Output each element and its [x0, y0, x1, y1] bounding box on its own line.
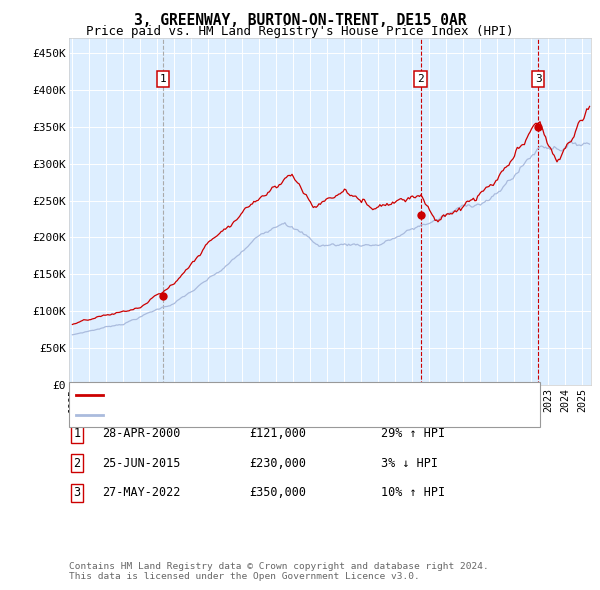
Text: 28-APR-2000: 28-APR-2000	[102, 427, 181, 440]
Text: Contains HM Land Registry data © Crown copyright and database right 2024.
This d: Contains HM Land Registry data © Crown c…	[69, 562, 489, 581]
Text: HPI: Average price, detached house, East Staffordshire: HPI: Average price, detached house, East…	[108, 410, 445, 419]
Text: 3: 3	[535, 74, 542, 84]
Text: 3, GREENWAY, BURTON-ON-TRENT, DE15 0AR: 3, GREENWAY, BURTON-ON-TRENT, DE15 0AR	[134, 13, 466, 28]
Text: 1: 1	[160, 74, 166, 84]
Text: 1: 1	[73, 427, 80, 440]
Text: 10% ↑ HPI: 10% ↑ HPI	[381, 486, 445, 499]
Text: £121,000: £121,000	[249, 427, 306, 440]
Text: £230,000: £230,000	[249, 457, 306, 470]
Text: 3% ↓ HPI: 3% ↓ HPI	[381, 457, 438, 470]
Text: 29% ↑ HPI: 29% ↑ HPI	[381, 427, 445, 440]
Text: 27-MAY-2022: 27-MAY-2022	[102, 486, 181, 499]
Text: 25-JUN-2015: 25-JUN-2015	[102, 457, 181, 470]
Text: £350,000: £350,000	[249, 486, 306, 499]
Text: 3: 3	[73, 486, 80, 499]
Text: 2: 2	[73, 457, 80, 470]
Text: Price paid vs. HM Land Registry's House Price Index (HPI): Price paid vs. HM Land Registry's House …	[86, 25, 514, 38]
Text: 3, GREENWAY, BURTON-ON-TRENT, DE15 0AR (detached house): 3, GREENWAY, BURTON-ON-TRENT, DE15 0AR (…	[108, 391, 452, 400]
Text: 2: 2	[417, 74, 424, 84]
